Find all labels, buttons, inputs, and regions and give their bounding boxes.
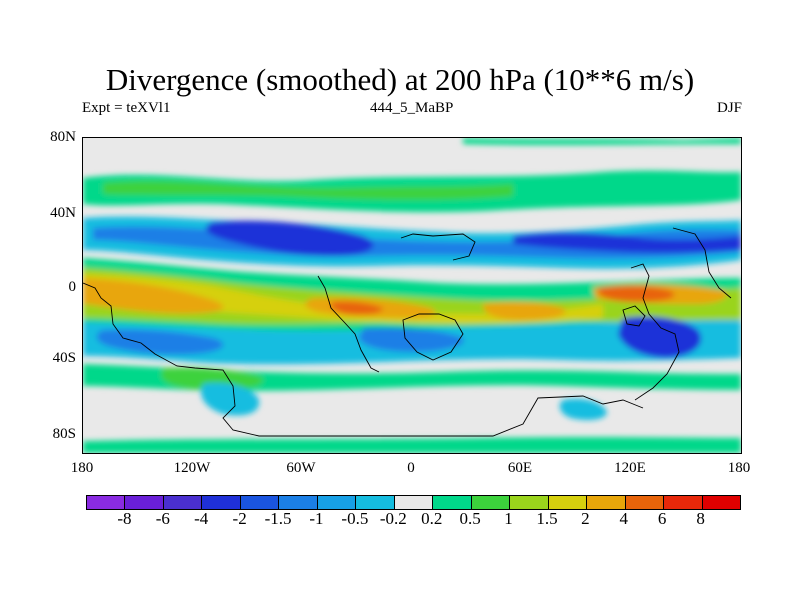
colorbar <box>86 495 741 510</box>
xtick-180w: 180 <box>70 460 94 476</box>
maritime-strong-divergence <box>597 285 675 302</box>
eurasia-coast <box>400 233 476 261</box>
ytick-80n: 80N <box>50 129 76 145</box>
xtick-120e: 120E <box>614 460 646 476</box>
colorbar-tick-label: -1.5 <box>264 509 292 528</box>
xtick-0: 0 <box>407 460 415 476</box>
colorbar-segment <box>125 496 164 509</box>
africa-outline <box>402 313 464 361</box>
xtick-120w: 120W <box>173 460 211 476</box>
colorbar-segment <box>587 496 626 509</box>
south-pacific-green <box>161 367 264 390</box>
colorbar-segment <box>163 496 203 509</box>
colorbar-tick-label: 8 <box>696 509 705 528</box>
colorbar-segment <box>433 496 472 509</box>
xtick-60e: 60E <box>507 460 533 476</box>
colorbar-tick-label: -6 <box>155 509 170 528</box>
colorbar-segment <box>664 496 703 509</box>
south-pacific-convergence <box>96 329 224 355</box>
xtick-180e: 180 <box>727 460 751 476</box>
period-label: 444_5_MaBP <box>370 100 454 116</box>
colorbar-segment <box>625 496 665 509</box>
colorbar-tick-label: 6 <box>657 509 667 528</box>
colorbar-tick-label: -2 <box>232 509 247 528</box>
atlantic-strong-divergence <box>331 301 383 315</box>
island-outline <box>622 305 646 327</box>
colorbar-segment <box>87 496 126 509</box>
ytick-80s: 80S <box>52 426 76 442</box>
colorbar-segment <box>471 496 511 509</box>
southern-coastline <box>83 282 644 437</box>
antarctic-green-band <box>83 437 741 453</box>
arctic-green-band <box>463 138 741 145</box>
ytick-0: 0 <box>68 279 77 295</box>
colorbar-tick-label: -4 <box>194 509 209 528</box>
north-light-green <box>103 181 513 200</box>
colorbar-tick-label: -0.2 <box>379 509 407 528</box>
colorbar-segment <box>702 496 740 509</box>
colorbar-segment <box>279 496 318 509</box>
colorbar-segment <box>317 496 357 509</box>
north-asia-strong-convergence <box>513 232 741 253</box>
colorbar-tick-label: -1 <box>309 509 324 528</box>
xtick-60w: 60W <box>286 460 316 476</box>
south-blue-patch-2 <box>559 398 607 420</box>
colorbar-tick-label: -0.5 <box>341 509 369 528</box>
experiment-label: Expt = teXVl1 <box>82 100 171 116</box>
colorbar-tick-label: 2 <box>581 509 590 528</box>
colorbar-tick-label: 0.2 <box>421 509 443 528</box>
divergence-field <box>83 138 741 453</box>
colorbar-tick-label: 4 <box>619 509 629 528</box>
colorbar-tick-label: 1 <box>504 509 513 528</box>
colorbar-segment <box>510 496 549 509</box>
season-label: DJF <box>716 100 742 116</box>
figure-title: Divergence (smoothed) at 200 hPa (10**6 … <box>105 62 695 97</box>
colorbar-segment <box>548 496 588 509</box>
colorbar-segment <box>394 496 434 509</box>
south-blue-patch-1 <box>201 382 260 416</box>
coastlines <box>83 227 732 437</box>
map-plot-area <box>82 137 742 454</box>
colorbar-tick-label: 1.5 <box>536 509 558 528</box>
east-pacific-orange <box>83 278 224 314</box>
pacific-asia-coast <box>672 227 732 299</box>
colorbar-segment <box>356 496 395 509</box>
south-atlantic-convergence <box>359 327 464 352</box>
colorbar-segment <box>240 496 280 509</box>
colorbar-segment <box>202 496 241 509</box>
indian-orange <box>482 301 566 320</box>
australia-strong-convergence <box>618 316 702 358</box>
asia-east-coast <box>630 263 680 401</box>
colorbar-tick-label: 0.5 <box>459 509 481 528</box>
north-pacific-strong-convergence <box>205 220 374 257</box>
south-america-coast <box>317 275 380 373</box>
colorbar-tick-label: -8 <box>117 509 132 528</box>
ytick-40s: 40S <box>52 350 76 366</box>
ytick-40n: 40N <box>50 205 76 221</box>
